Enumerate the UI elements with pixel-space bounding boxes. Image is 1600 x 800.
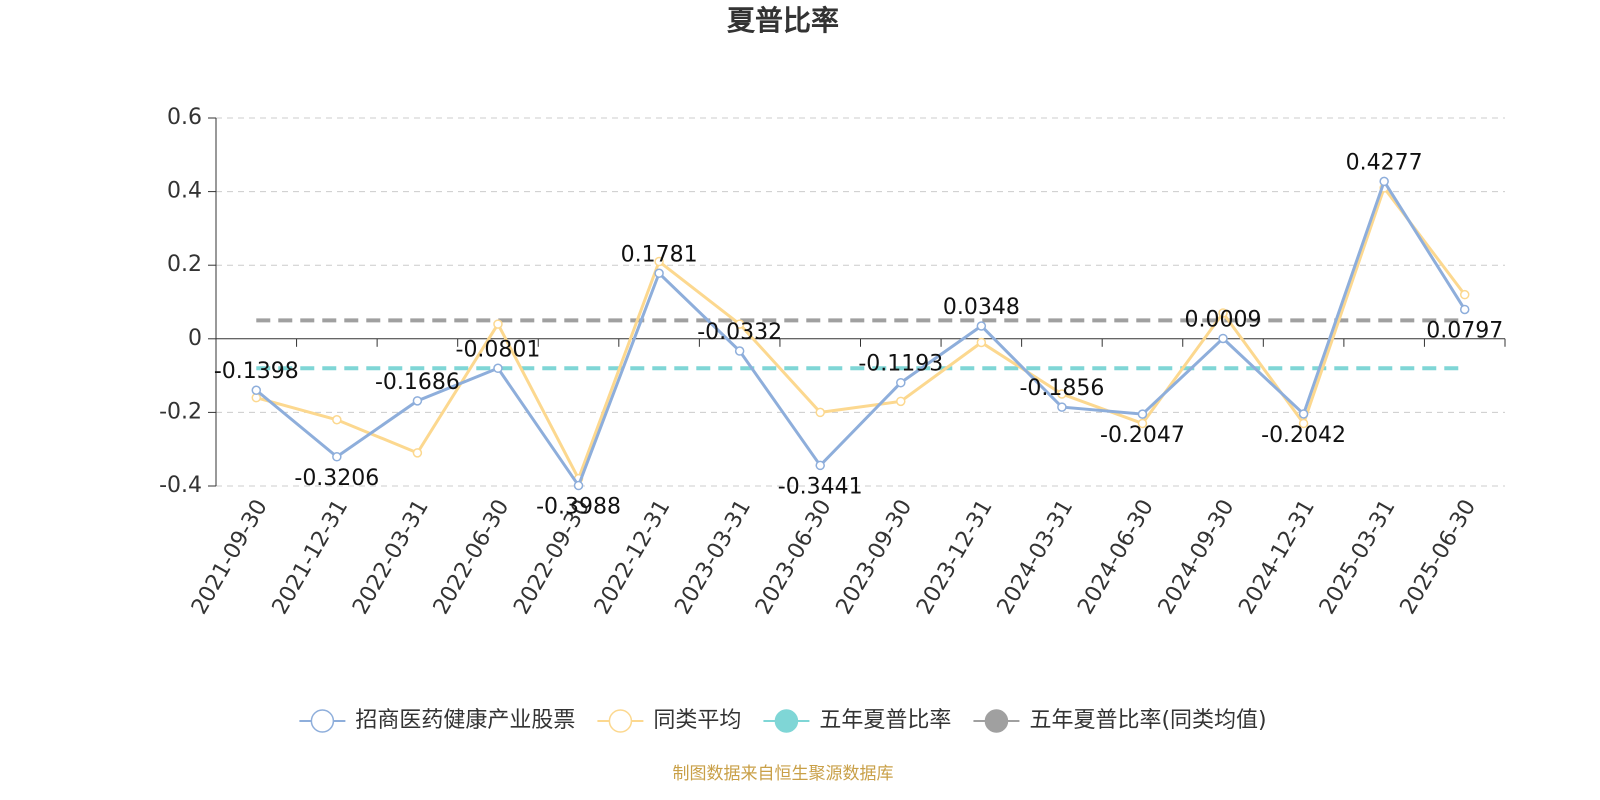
data-point bbox=[1298, 409, 1309, 419]
data-point bbox=[815, 407, 825, 418]
x-tick-label: 2023-12-31 bbox=[912, 496, 998, 619]
series-line bbox=[255, 184, 1466, 483]
data-point bbox=[1218, 333, 1228, 344]
data-point bbox=[1137, 409, 1148, 419]
data-label: 0.0009 bbox=[1185, 307, 1262, 332]
x-tick-label: 2021-12-31 bbox=[268, 496, 354, 619]
legend-label: 五年夏普比率 bbox=[819, 708, 951, 733]
data-point bbox=[654, 256, 664, 267]
data-point bbox=[573, 480, 584, 491]
data-point bbox=[976, 337, 987, 348]
data-label: -0.3206 bbox=[294, 466, 379, 491]
data-label: -0.3441 bbox=[778, 474, 863, 499]
data-point bbox=[896, 396, 906, 407]
chart-title: 夏普比率 bbox=[727, 4, 839, 37]
data-point bbox=[976, 321, 987, 331]
legend-marker bbox=[608, 709, 633, 733]
data-point bbox=[896, 377, 906, 388]
data-point bbox=[734, 319, 745, 329]
data-label: -0.1856 bbox=[1019, 376, 1104, 401]
y-tick-label: 0 bbox=[188, 326, 202, 351]
legend-marker bbox=[774, 709, 799, 733]
legend-label: 五年夏普比率(同类均值) bbox=[1029, 708, 1266, 733]
x-tick-label: 2022-06-30 bbox=[429, 496, 515, 619]
data-point bbox=[1459, 304, 1470, 315]
data-label: -0.1398 bbox=[214, 359, 299, 384]
data-point bbox=[1298, 418, 1309, 429]
data-label: -0.0332 bbox=[697, 320, 782, 345]
data-label: -0.3988 bbox=[536, 495, 621, 520]
x-tick-label: 2024-09-30 bbox=[1154, 496, 1240, 619]
data-point bbox=[412, 396, 423, 406]
x-tick-label: 2025-06-30 bbox=[1396, 496, 1482, 619]
data-point bbox=[815, 460, 825, 471]
data-label: -0.2042 bbox=[1261, 423, 1346, 448]
y-tick-label: 0.4 bbox=[167, 179, 202, 204]
data-label: -0.1686 bbox=[375, 370, 460, 395]
data-label: -0.0801 bbox=[456, 337, 541, 362]
data-point bbox=[332, 415, 342, 425]
x-tick-label: 2023-09-30 bbox=[832, 496, 918, 619]
y-tick-label: 0.6 bbox=[167, 105, 202, 130]
x-tick-label: 2024-12-31 bbox=[1234, 496, 1320, 619]
data-label: -0.2047 bbox=[1100, 423, 1185, 448]
legend-marker bbox=[310, 709, 335, 733]
data-point bbox=[734, 346, 745, 356]
y-tick-label: -0.2 bbox=[159, 399, 202, 424]
data-point bbox=[1379, 176, 1389, 187]
y-tick-label: -0.4 bbox=[159, 473, 202, 498]
source-note: 制图数据来自恒生聚源数据库 bbox=[673, 764, 894, 784]
x-tick-label: 2024-06-30 bbox=[1073, 496, 1159, 619]
x-tick-label: 2025-03-31 bbox=[1315, 496, 1401, 619]
data-label: -0.1193 bbox=[858, 352, 943, 377]
x-tick-label: 2023-06-30 bbox=[751, 496, 837, 619]
data-point bbox=[493, 319, 503, 329]
series-line bbox=[255, 177, 1466, 489]
legend-label: 同类平均 bbox=[653, 708, 741, 733]
data-point bbox=[412, 448, 423, 458]
data-point bbox=[332, 452, 342, 462]
data-label: 0.0348 bbox=[943, 295, 1020, 320]
legend-label: 招商医药健康产业股票 bbox=[355, 708, 575, 733]
y-tick-label: 0.2 bbox=[167, 252, 202, 277]
data-point bbox=[251, 385, 262, 395]
data-point bbox=[1137, 418, 1148, 429]
legend-marker bbox=[984, 709, 1009, 733]
x-tick-label: 2022-03-31 bbox=[348, 496, 434, 619]
x-tick-label: 2021-09-30 bbox=[187, 496, 273, 619]
x-tick-label: 2024-03-31 bbox=[993, 496, 1079, 619]
data-label: 0.4277 bbox=[1346, 150, 1423, 175]
data-point bbox=[1057, 402, 1067, 412]
data-label: 0.0797 bbox=[1426, 318, 1503, 343]
legend: 招商医药健康产业股票 同类平均 五年夏普比率 五年夏普比率(同类均值) bbox=[299, 708, 1267, 733]
data-point bbox=[493, 363, 503, 374]
x-tick-label: 2023-03-31 bbox=[670, 496, 756, 619]
data-label: 0.1781 bbox=[621, 242, 698, 267]
data-point bbox=[1459, 289, 1470, 300]
data-point bbox=[1218, 308, 1228, 318]
data-point bbox=[1057, 389, 1067, 399]
data-point bbox=[654, 268, 664, 279]
